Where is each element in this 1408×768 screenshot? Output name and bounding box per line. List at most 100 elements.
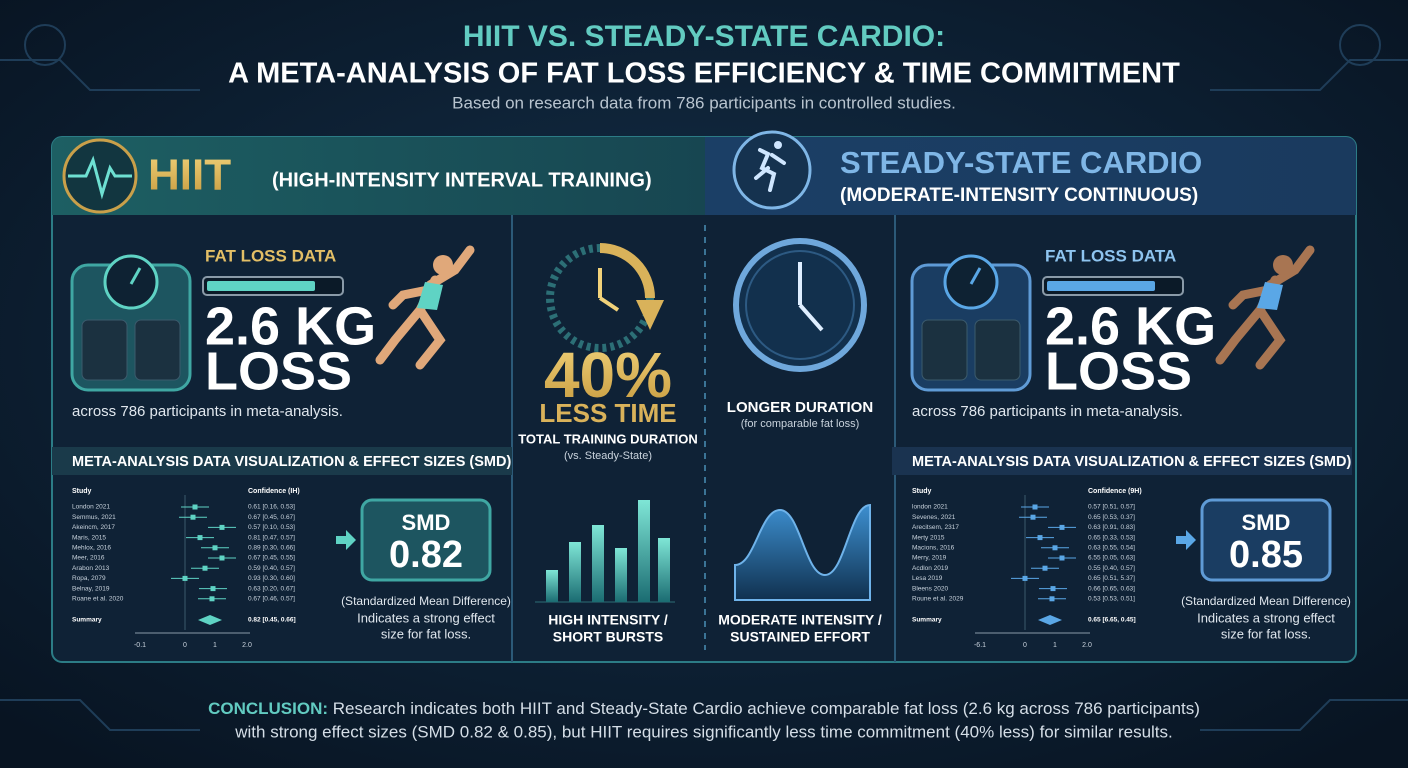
hiit-less-time: LESS TIME [539,398,676,428]
forest-header: Confidence (IH) [248,488,300,495]
axis-label: 0 [1023,642,1027,649]
loss-note: across 786 participants in meta-analysis… [72,403,343,420]
study-name: Arabon 2013 [72,565,110,572]
study-ci: 0.53 [0.53, 0.51] [1088,596,1135,603]
summary-label: Summary [72,617,102,624]
study-ci: 0.67 [0.45, 0.55] [248,555,295,562]
loss-value: 2.6 KG [205,296,376,356]
hiit-header-band [52,137,705,215]
study-marker [1050,586,1056,592]
study-ci: 0.63 [0.20, 0.67] [248,585,295,592]
steady-icon [732,130,812,210]
forest-header: Study [912,488,932,495]
steady-header-band [705,137,1356,215]
study-ci: 0.67 [0.45, 0.67] [248,514,295,521]
study-ci: 6.55 [0.05, 0.63] [1088,555,1135,562]
loss-word: LOSS [205,341,352,401]
smd-desc: (Standardized Mean Difference) [341,594,511,608]
viz-title: META-ANALYSIS DATA VISUALIZATION & EFFEC… [72,454,511,470]
loss-word: LOSS [1045,341,1192,401]
viz-title: META-ANALYSIS DATA VISUALIZATION & EFFEC… [912,454,1351,470]
steady-time-sub: (for comparable fat loss) [741,418,860,430]
forest-header: Study [72,488,92,495]
study-ci: 0.63 [0.91, 0.83] [1088,524,1135,531]
axis-label: 0 [183,642,187,649]
study-name: london 2021 [912,504,948,511]
study-ci: 0.59 [0.40, 0.57] [248,565,295,572]
study-marker [1032,504,1038,510]
smd-value: 0.82 [389,534,463,576]
conclusion-text: Research indicates both HIIT and Steady-… [333,699,1200,718]
subtitle: Based on research data from 786 particip… [452,93,956,112]
study-ci: 0.65 [0.33, 0.53] [1088,534,1135,541]
scale-pad [974,319,1021,381]
conclusion: CONCLUSION: Research indicates both HIIT… [208,699,1200,718]
study-name: Macions, 2016 [912,545,955,552]
forest-header: Confidence (9H) [1088,488,1142,495]
smd-note: Indicates a strong effect [357,610,495,625]
study-ci: 0.65 [0.51, 5.37] [1088,575,1135,582]
scale-pad [134,319,181,381]
runner-head [433,255,453,275]
hiit-percent: 40% [544,339,672,411]
study-ci: 0.57 [0.10, 0.53] [248,524,295,531]
axis-label: 2.0 [1082,642,1092,649]
study-name: London 2021 [72,504,110,511]
study-ci: 0.81 [0.47, 0.57] [248,534,295,541]
study-marker [210,586,216,592]
hiit-icon [62,138,138,214]
smd-label: SMD [402,510,451,535]
study-name: Mehlox, 2016 [72,545,111,552]
study-name: Ropa, 2079 [72,575,106,582]
smd-box [1200,498,1332,582]
runner-head [1273,255,1293,275]
smd-arrow [336,530,356,550]
scale-needle [969,267,982,285]
smd-note: Indicates a strong effect [1197,610,1335,625]
fat-loss-label: FAT LOSS DATA [205,246,336,265]
summary-diamond [198,615,222,625]
study-marker [1022,575,1028,581]
study-marker [219,555,225,561]
smd-box [360,498,492,582]
steady-icon-runner [754,148,786,192]
scale-pad [921,319,968,381]
axis-label: -6.1 [974,642,986,649]
hiit-icon-pulse [68,155,132,200]
study-marker [1049,596,1055,602]
runner [375,245,475,370]
hiit-bars [535,500,675,603]
study-name: Bleens 2020 [912,585,949,592]
study-name: Merty 2015 [912,534,945,541]
summary-label: Summary [912,617,942,624]
hiit-time-caption: TOTAL TRAINING DURATION [518,431,698,446]
smd-note: size for fat loss. [381,626,471,641]
hiit-name: HIIT [148,151,231,200]
axis-label: -0.1 [134,642,146,649]
steady-wave [734,503,871,601]
study-marker [182,575,188,581]
smd-label: SMD [1242,510,1291,535]
study-marker [209,596,215,602]
hiit-pattern: HIGH INTENSITY / [548,612,668,628]
runner-shirt [417,282,443,310]
study-ci: 0.55 [0.40, 0.57] [1088,565,1135,572]
study-ci: 0.63 [0.55, 0.54] [1088,545,1135,552]
hiit-clock [546,243,664,352]
steady-pattern: MODERATE INTENSITY / [718,612,882,628]
study-marker [192,504,198,510]
axis-label: 1 [213,642,217,649]
study-marker [1059,555,1065,561]
summary-diamond [1038,615,1062,625]
runner [1215,245,1315,370]
study-marker [197,535,203,541]
study-ci: 0.89 [0.30, 0.66] [248,545,295,552]
study-name: Merry, 2019 [912,555,947,562]
viz-band [892,447,1352,475]
study-name: Roune et al. 2029 [912,596,964,603]
smd-desc: (Standardized Mean Difference) [1181,594,1351,608]
conclusion-text: with strong effect sizes (SMD 0.82 & 0.8… [234,722,1173,741]
viz-band [52,447,512,475]
hiit-pattern: SHORT BURSTS [553,629,663,645]
